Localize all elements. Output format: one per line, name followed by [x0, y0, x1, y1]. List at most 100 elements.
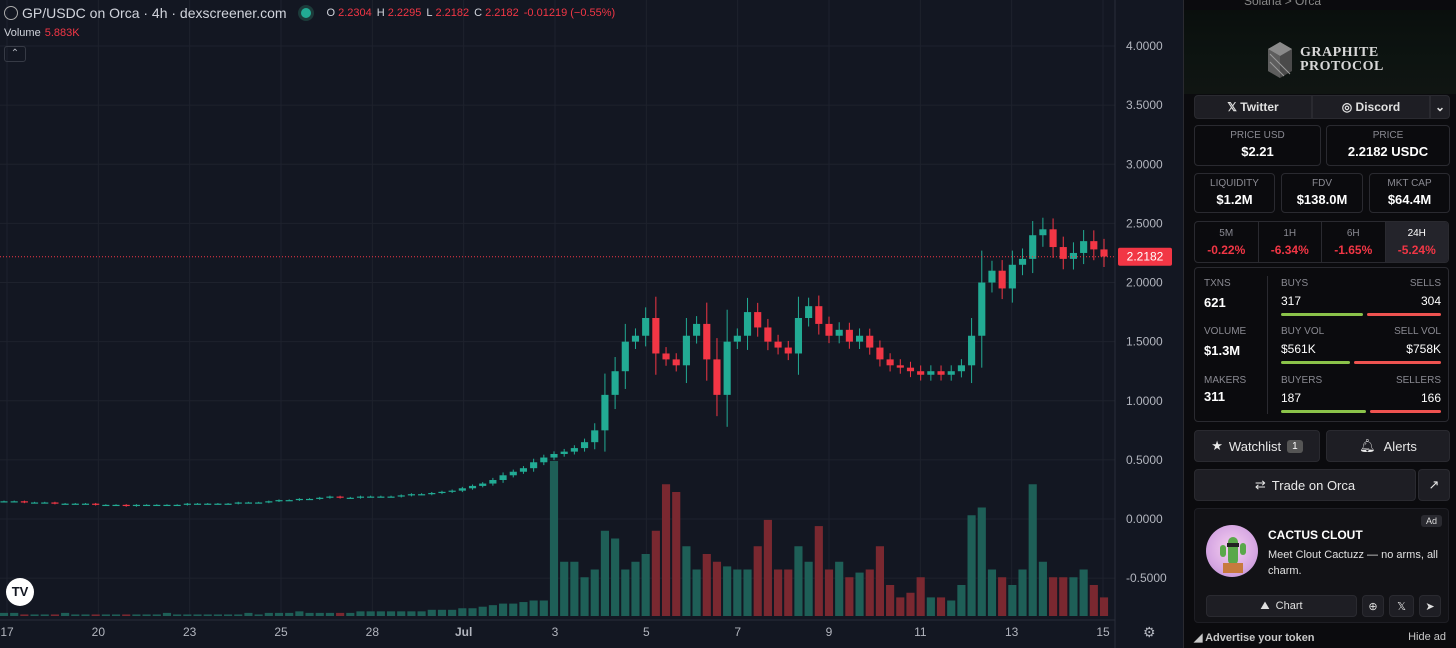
- candle-body: [805, 306, 813, 318]
- collapse-legend-button[interactable]: ⌃: [4, 46, 26, 62]
- alerts-button[interactable]: 🔔︎ Alerts: [1326, 430, 1450, 462]
- token-logo-icon: [4, 6, 18, 20]
- volume-bar: [437, 609, 447, 616]
- candle-body: [112, 504, 120, 507]
- candle-body: [968, 335, 976, 366]
- buyvol-bar: [1281, 361, 1350, 364]
- volume-bar: [244, 612, 253, 616]
- mktcap-value: $64.4M: [1387, 192, 1432, 207]
- telegram-icon[interactable]: ➤: [1419, 595, 1441, 617]
- advertise-link[interactable]: ◢ Advertise your token: [1194, 631, 1315, 644]
- volume-bar: [692, 569, 701, 616]
- candle-body: [855, 335, 864, 342]
- buyers-value: 187: [1281, 391, 1302, 405]
- volume-bar: [458, 608, 467, 616]
- candle-body: [896, 365, 904, 368]
- candle-body: [143, 504, 151, 507]
- candle-body: [550, 453, 558, 458]
- watchlist-label: Watchlist: [1228, 438, 1282, 454]
- tradingview-logo-icon[interactable]: TV: [6, 578, 34, 606]
- candle-body: [305, 498, 314, 501]
- candle-body: [509, 471, 517, 476]
- brand-line-2: PROTOCOL: [1300, 59, 1384, 74]
- volume-bar: [631, 561, 640, 616]
- volume-bar: [763, 519, 772, 616]
- tab-6h[interactable]: 6H -1.65%: [1322, 222, 1386, 262]
- volume-bar: [1008, 585, 1017, 616]
- buyers-bar: [1281, 410, 1366, 413]
- discord-button[interactable]: ◎ Discord: [1312, 95, 1430, 119]
- makers-value: 311: [1204, 389, 1225, 404]
- globe-icon[interactable]: ⊕: [1362, 595, 1384, 617]
- pair-info-panel: Solana > Orca GRAPHITE PROTOCOL 𝕏 Twitte…: [1183, 0, 1456, 648]
- trade-button[interactable]: ⇄ Trade on Orca: [1194, 469, 1416, 501]
- chain-breadcrumb[interactable]: Solana > Orca: [1244, 0, 1322, 8]
- volume-bar: [641, 554, 650, 616]
- volume-bar: [549, 461, 559, 616]
- candle-body: [132, 504, 140, 507]
- hide-ad-link[interactable]: Hide ad: [1408, 631, 1446, 643]
- x-tick-label: 9: [826, 625, 833, 639]
- volume-bar: [30, 614, 39, 616]
- volume-value: 5.883K: [44, 27, 80, 39]
- buys-value: 317: [1281, 294, 1302, 308]
- candle-body: [672, 359, 680, 366]
- chart-settings-gear-icon[interactable]: ⚙: [1143, 624, 1156, 640]
- external-link-icon[interactable]: ↗: [1418, 469, 1450, 501]
- token-banner: GRAPHITE PROTOCOL: [1184, 10, 1456, 94]
- volume-bar: [855, 572, 864, 616]
- more-links-chevron-icon[interactable]: ⌄: [1430, 95, 1450, 119]
- liquidity-value: $1.2M: [1216, 192, 1253, 207]
- fdv-box: FDV $138.0M: [1281, 173, 1363, 213]
- ad-card[interactable]: Ad CACTUS CLOUT Meet Clout Cactuzz — no …: [1194, 508, 1449, 623]
- brand-line-1: GRAPHITE: [1300, 45, 1379, 60]
- alerts-label: Alerts: [1383, 438, 1417, 454]
- watchlist-button[interactable]: ★ Watchlist 1: [1194, 430, 1320, 462]
- open-label: O: [326, 7, 336, 19]
- buys-label: BUYS: [1281, 278, 1309, 289]
- fdv-label: FDV: [1312, 178, 1332, 189]
- sellvol-label: SELL VOL: [1394, 326, 1441, 337]
- volume-bar: [448, 609, 457, 616]
- y-tick-label: 1.0000: [1126, 394, 1163, 408]
- volume-bar: [336, 612, 345, 616]
- txns-stat: TXNS 621: [1204, 278, 1231, 310]
- price-value: 2.2182 USDC: [1347, 144, 1429, 159]
- x-social-icon[interactable]: 𝕏: [1389, 595, 1414, 617]
- candle-body: [1029, 235, 1037, 259]
- volume-bar: [977, 507, 986, 616]
- volume-bar: [784, 569, 793, 616]
- volume-bar: [926, 597, 935, 616]
- tab-24h[interactable]: 24H -5.24%: [1385, 222, 1448, 262]
- volume-bar: [886, 585, 895, 616]
- live-status-icon: [300, 8, 311, 18]
- tab-1h-label: 1H: [1283, 228, 1297, 239]
- volume-bar: [499, 603, 508, 616]
- last-price-tag: [1118, 247, 1172, 266]
- candle-body: [255, 502, 263, 504]
- volume-bar: [1018, 569, 1027, 616]
- makers-label: MAKERS: [1204, 375, 1247, 386]
- ad-chart-button[interactable]: ⛰ Chart: [1206, 595, 1357, 617]
- volume-stat-label: VOLUME: [1204, 326, 1247, 337]
- candle-body: [183, 503, 191, 505]
- volume-bar: [203, 614, 212, 616]
- close-value: 2.2182: [485, 7, 519, 19]
- ad-tag: Ad: [1420, 515, 1442, 527]
- candle-body: [1100, 249, 1108, 257]
- tab-5m[interactable]: 5M -0.22%: [1195, 222, 1259, 262]
- tab-1h[interactable]: 1H -6.34%: [1259, 222, 1322, 262]
- volume-bar: [417, 611, 426, 616]
- volume-bar: [560, 561, 569, 616]
- candle-body: [0, 501, 8, 503]
- candle-body: [163, 504, 171, 507]
- candle-body: [703, 323, 711, 360]
- sells-label: SELLS: [1409, 278, 1441, 289]
- candle-body: [10, 501, 18, 503]
- candle-body: [682, 335, 690, 366]
- price-chart[interactable]: 4.0000 3.5000 3.0000 2.5000 2.0000 1.5000 1.00…: [0, 0, 1183, 648]
- chart-area[interactable]: 4.0000 3.5000 3.0000 2.5000 2.0000 1.5000 1.00…: [0, 0, 1183, 648]
- candle-body: [825, 323, 833, 336]
- twitter-button[interactable]: 𝕏 Twitter: [1194, 95, 1312, 119]
- ad-description: Meet Clout Cactuzz — no arms, all charm.: [1268, 549, 1438, 577]
